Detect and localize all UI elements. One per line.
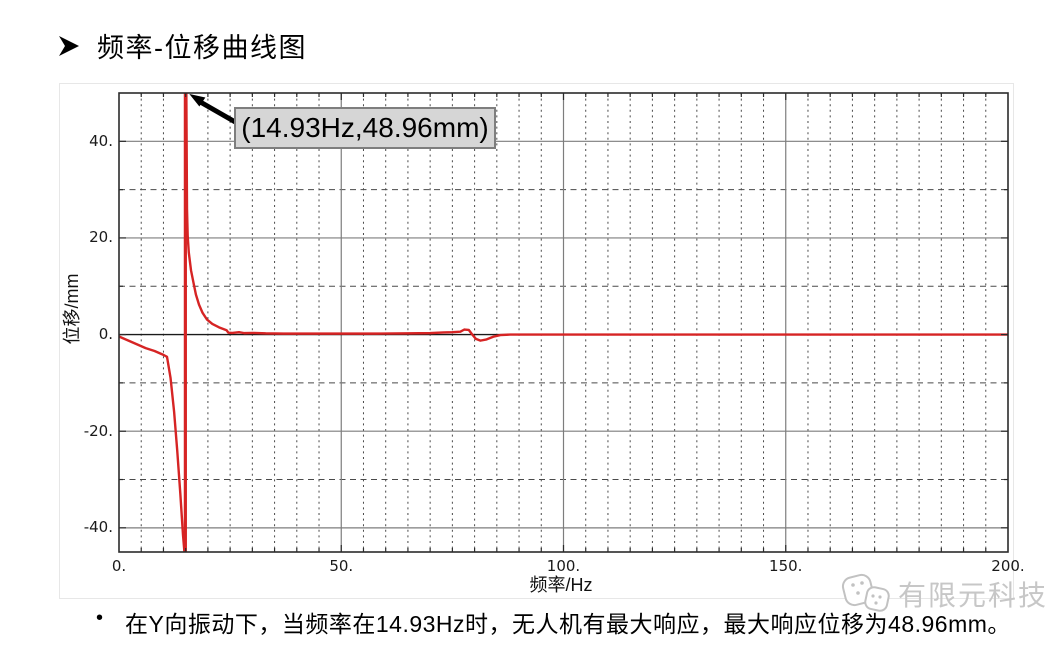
page-title-text: 频率-位移曲线图 (97, 33, 307, 63)
footnote: • 在Y向振动下，当频率在14.93Hz时，无人机有最大响应，最大响应位移为48… (96, 605, 1046, 639)
annotation-label: (14.93Hz,48.96mm) (234, 107, 496, 149)
page-title: 频率-位移曲线图 (57, 26, 307, 65)
response-curve (185, 92, 1008, 342)
x-tick-label: 50. (329, 557, 354, 575)
footnote-bullet: • (96, 607, 104, 629)
right-arrowhead-icon (59, 35, 79, 56)
response-curve (118, 335, 186, 553)
x-tick-label: 0. (111, 557, 127, 575)
y-tick-label: 40. (89, 131, 113, 150)
chart-container: 0. 50. 100. 150. 200. 40. 20. 0. -20. -40. 位移/mm … (59, 83, 1025, 599)
y-axis-title: 位移/mm (62, 273, 82, 345)
footnote-text: 在Y向振动下，当频率在14.93Hz时，无人机有最大响应，最大响应位移为48.9… (125, 611, 1011, 637)
x-tick-label: 100. (546, 557, 581, 575)
x-tick-label: 150. (769, 557, 803, 575)
annotation-arrowhead (189, 94, 206, 107)
y-tick-label: 20. (89, 228, 113, 247)
frequency-displacement-chart (118, 92, 1009, 553)
x-tick-label: 200. (991, 557, 1025, 575)
y-tick-label: -40. (83, 518, 113, 537)
annotation-arrow-line (199, 99, 239, 126)
x-axis-title: 频率/Hz (529, 575, 593, 595)
y-tick-label: 0. (98, 325, 113, 344)
y-tick-label: -20. (83, 421, 113, 440)
